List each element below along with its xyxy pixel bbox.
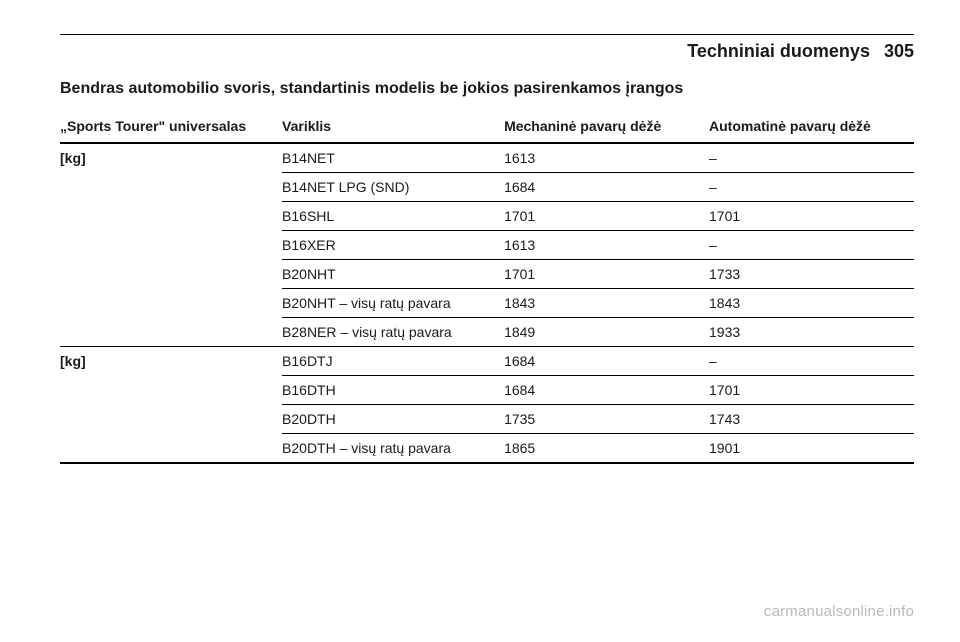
- auto-cell: 1743: [709, 405, 914, 434]
- table-row: [kg]B14NET1613–: [60, 143, 914, 173]
- engine-cell: B20DTH: [282, 405, 504, 434]
- auto-cell: –: [709, 347, 914, 376]
- manual-cell: 1613: [504, 143, 709, 173]
- manual-cell: 1701: [504, 202, 709, 231]
- top-rule: [60, 34, 914, 35]
- auto-cell: 1843: [709, 289, 914, 318]
- manual-cell: 1701: [504, 260, 709, 289]
- manual-cell: 1735: [504, 405, 709, 434]
- auto-cell: –: [709, 143, 914, 173]
- engine-cell: B14NET: [282, 143, 504, 173]
- engine-cell: B16XER: [282, 231, 504, 260]
- manual-cell: 1684: [504, 376, 709, 405]
- auto-cell: 1901: [709, 434, 914, 464]
- auto-cell: –: [709, 173, 914, 202]
- manual-cell: 1684: [504, 173, 709, 202]
- group-label-cell: [kg]: [60, 347, 282, 464]
- manual-cell: 1865: [504, 434, 709, 464]
- group-label-cell: [kg]: [60, 143, 282, 347]
- auto-cell: 1701: [709, 202, 914, 231]
- section-title: Techniniai duomenys: [687, 41, 870, 62]
- page-number: 305: [884, 41, 914, 62]
- table-row: [kg]B16DTJ1684–: [60, 347, 914, 376]
- table-title: Bendras automobilio svoris, standartinis…: [60, 80, 914, 98]
- manual-cell: 1613: [504, 231, 709, 260]
- auto-cell: 1701: [709, 376, 914, 405]
- engine-cell: B14NET LPG (SND): [282, 173, 504, 202]
- engine-cell: B20NHT – visų ratų pavara: [282, 289, 504, 318]
- engine-cell: B28NER – visų ratų pavara: [282, 318, 504, 347]
- col-header-engine: Variklis: [282, 112, 504, 143]
- col-header-manual: Mechaninė pavarų dėžė: [504, 112, 709, 143]
- engine-cell: B20NHT: [282, 260, 504, 289]
- table-header-row: „Sports Tourer" universalas Variklis Mec…: [60, 112, 914, 143]
- col-header-auto: Automatinė pavarų dėžė: [709, 112, 914, 143]
- manual-cell: 1849: [504, 318, 709, 347]
- engine-cell: B16DTH: [282, 376, 504, 405]
- watermark: carmanualsonline.info: [764, 603, 914, 620]
- engine-cell: B16SHL: [282, 202, 504, 231]
- auto-cell: –: [709, 231, 914, 260]
- auto-cell: 1933: [709, 318, 914, 347]
- page-header: Techniniai duomenys 305: [60, 41, 914, 62]
- engine-cell: B20DTH – visų ratų pavara: [282, 434, 504, 464]
- engine-cell: B16DTJ: [282, 347, 504, 376]
- weights-table: „Sports Tourer" universalas Variklis Mec…: [60, 112, 914, 464]
- auto-cell: 1733: [709, 260, 914, 289]
- col-header-model: „Sports Tourer" universalas: [60, 112, 282, 143]
- manual-cell: 1684: [504, 347, 709, 376]
- manual-cell: 1843: [504, 289, 709, 318]
- page-container: Techniniai duomenys 305 Bendras automobi…: [0, 0, 960, 642]
